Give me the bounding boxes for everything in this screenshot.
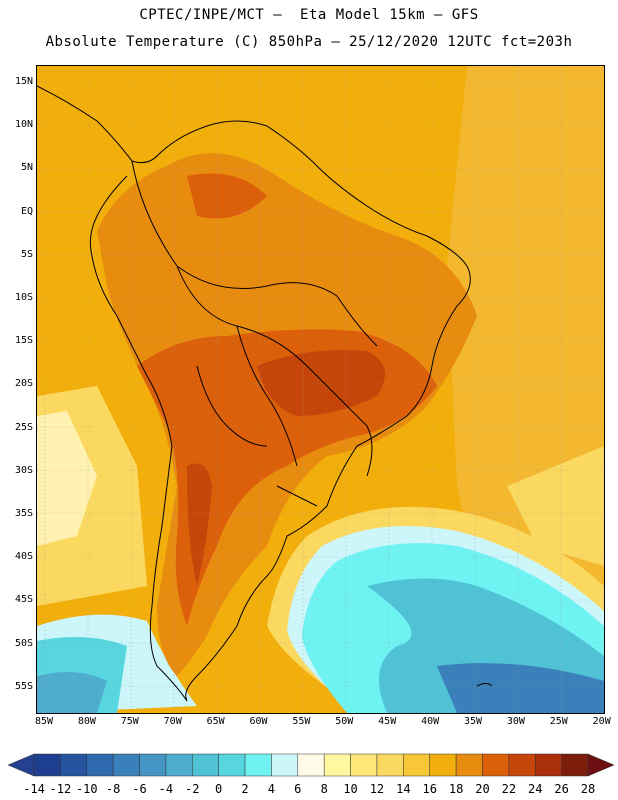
colorbar-swatch (139, 753, 167, 777)
map-canvas (37, 66, 604, 713)
colorbar-label: 24 (528, 782, 543, 796)
lon-label: 55W (292, 716, 311, 727)
colorbar-swatch (429, 753, 457, 777)
lon-label: 20W (592, 716, 611, 727)
colorbar-label: 14 (396, 782, 411, 796)
lon-label: 35W (463, 716, 483, 727)
field-andes-hot (187, 463, 212, 586)
colorbar-label: 16 (422, 782, 437, 796)
field-south-darkblue (437, 663, 604, 713)
field-east-yellow (507, 446, 604, 566)
colorbar-label: 8 (320, 782, 328, 796)
colorbar-label: 26 (554, 782, 569, 796)
field-north-hot (187, 173, 267, 219)
colorbar-swatch (455, 753, 483, 777)
lat-label: EQ (20, 205, 33, 217)
lat-label: 25S (14, 421, 33, 433)
lon-label: 30W (506, 716, 525, 727)
colorbar-label: -2 (185, 782, 200, 796)
lat-label: 50S (14, 637, 33, 649)
colorbar-label: -4 (158, 782, 174, 796)
colorbar-label: 22 (501, 782, 517, 796)
colorbar-label: -8 (105, 782, 121, 796)
lat-label: 10S (14, 292, 33, 303)
lon-label: 65W (206, 716, 225, 727)
colorbar-swatch (350, 753, 378, 777)
colorbar-label: -12 (49, 782, 72, 796)
lon-label: 80W (77, 716, 96, 727)
colorbar-swatch (244, 753, 272, 777)
colorbar-label: 28 (580, 782, 596, 796)
colorbar-swatch (33, 753, 61, 777)
colorbar-swatch (561, 753, 589, 777)
colorbar-label: 2 (241, 782, 249, 796)
colorbar-swatch (271, 753, 299, 777)
lon-label: 85W (34, 716, 54, 727)
lon-label: 75W (120, 716, 139, 727)
lat-label: 45S (14, 594, 33, 606)
colorbar-swatch (60, 753, 88, 777)
coastlines (37, 85, 493, 702)
colorbar-swatch (403, 753, 430, 777)
colorbar-label: -6 (132, 782, 147, 796)
colorbar-swatch (508, 753, 536, 777)
colorbar-label: 0 (215, 782, 223, 796)
colorbar-label: 20 (475, 782, 490, 796)
lat-label: 15N (14, 76, 33, 87)
lon-label: 50W (335, 716, 354, 727)
lon-label: 25W (549, 716, 568, 727)
lat-label: 40S (14, 551, 33, 563)
lon-label: 70W (163, 716, 182, 727)
field-hottest (257, 350, 385, 416)
temperature-map (36, 65, 605, 714)
colorbar-swatch (482, 753, 510, 777)
colorbar-swatch (192, 753, 219, 777)
colorbar-high-arrow (587, 753, 615, 777)
lat-label: 20S (14, 378, 33, 390)
colorbar-label: 4 (267, 782, 276, 796)
colorbar (7, 753, 615, 777)
lon-label: 60W (249, 716, 268, 727)
colorbar-label: 10 (343, 782, 358, 796)
colorbar-label: -14 (23, 782, 45, 796)
colorbar-swatch (86, 753, 114, 777)
colorbar-label: -10 (75, 782, 98, 796)
lat-label: 10N (14, 119, 33, 131)
field-west-pale (37, 411, 97, 546)
lat-label: 35S (14, 508, 33, 519)
lat-label: 5N (20, 162, 33, 174)
map-subtitle: Absolute Temperature (C) 850hPa – 25/12/… (45, 34, 573, 50)
lat-label: 30S (14, 464, 33, 476)
field-sw-blue (37, 672, 107, 713)
colorbar-label: 18 (448, 782, 464, 796)
lon-label: 40W (421, 716, 440, 727)
colorbar-swatch (218, 753, 246, 777)
colorbar-swatch (112, 753, 140, 777)
map-title: CPTEC/INPE/MCT – Eta Model 15km – GFS (139, 7, 479, 23)
lon-label: 45W (378, 716, 397, 727)
lat-label: 55S (14, 680, 33, 692)
colorbar-label: 12 (369, 782, 385, 796)
colorbar-swatch (376, 753, 404, 777)
colorbar-low-arrow (7, 753, 35, 777)
colorbar-swatch (323, 753, 351, 777)
graticule (37, 66, 604, 713)
field-hot-core (137, 329, 437, 626)
lat-label: 15S (14, 335, 33, 347)
colorbar-label: 6 (294, 782, 302, 796)
colorbar-swatch (297, 753, 325, 777)
lat-label: 5S (20, 248, 33, 260)
colorbar-swatch (165, 753, 193, 777)
colorbar-swatch (534, 753, 562, 777)
